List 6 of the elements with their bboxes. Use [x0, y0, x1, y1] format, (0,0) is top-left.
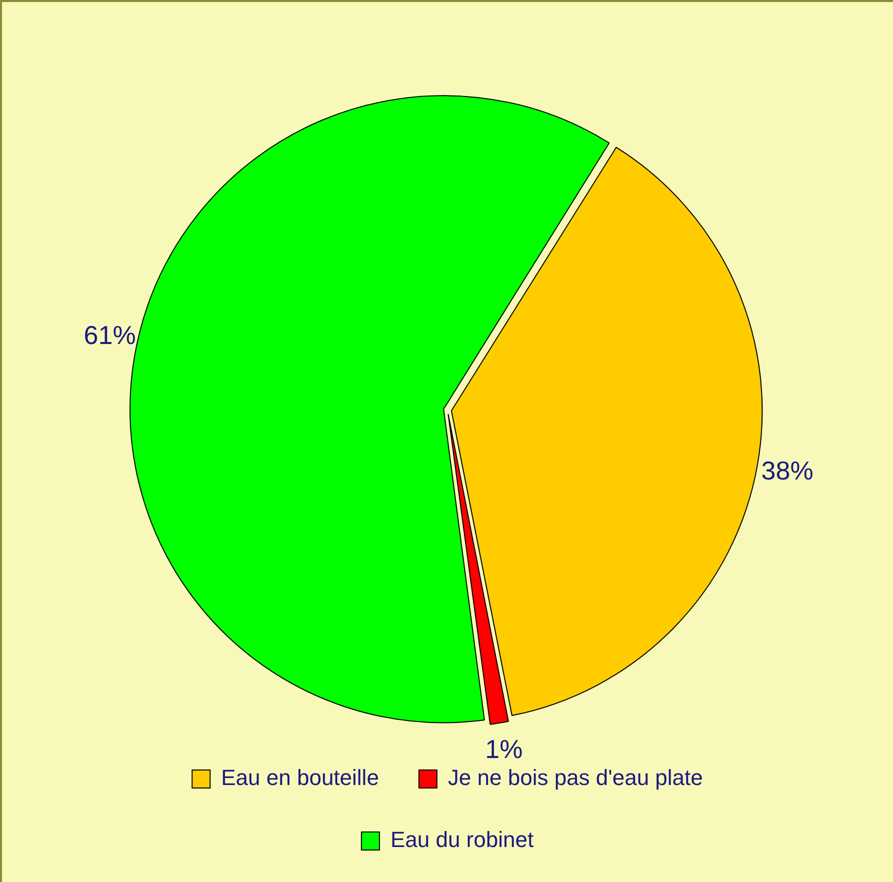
data-label: 1% — [485, 734, 523, 764]
data-label: 38% — [761, 456, 814, 486]
data-label: 61% — [84, 320, 136, 350]
legend-label: Eau en bouteille — [221, 765, 379, 790]
legend-label: Eau du robinet — [390, 827, 534, 852]
legend-label: Je ne bois pas d'eau plate — [448, 765, 703, 790]
